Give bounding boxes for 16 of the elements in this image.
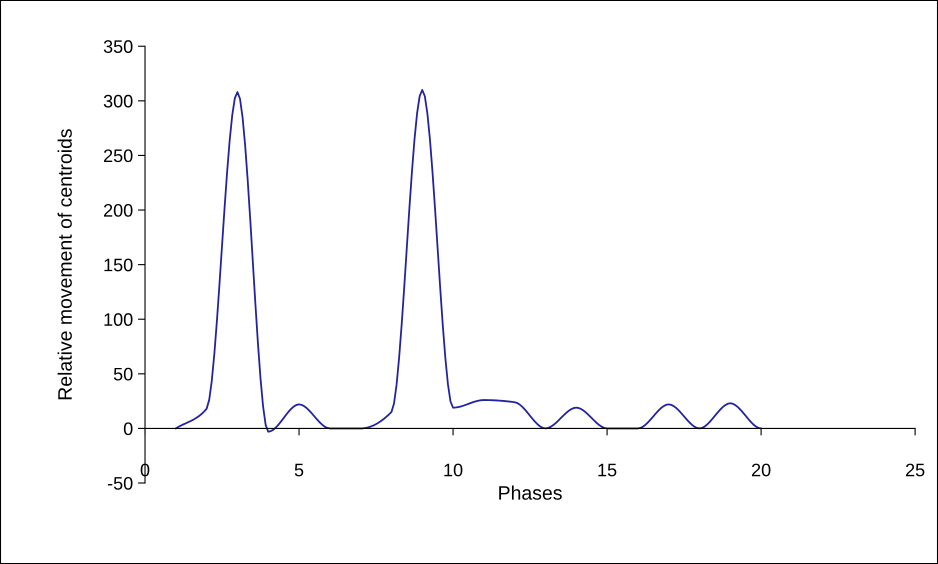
x-tick-label: 5 (294, 464, 304, 476)
y-tick-label: 150 (104, 258, 133, 272)
x-tick-label: 10 (444, 464, 462, 476)
x-tick-label: 20 (752, 464, 770, 476)
x-tick-label: 25 (906, 464, 924, 476)
y-tick-label: 250 (104, 149, 133, 162)
y-tick-label: 50 (114, 368, 133, 381)
x-tick-label: 15 (598, 464, 616, 476)
y-tick-label: 200 (104, 204, 133, 217)
y-tick-label: 350 (104, 40, 133, 53)
y-tick-label: -50 (108, 476, 133, 490)
y-tick-label: 300 (104, 94, 133, 108)
x-axis-title: Phases (499, 486, 562, 500)
y-tick-label: 100 (104, 313, 133, 326)
y-axis-title: Relative movement of centroids (58, 129, 72, 400)
y-tick-label: 0 (124, 422, 133, 436)
